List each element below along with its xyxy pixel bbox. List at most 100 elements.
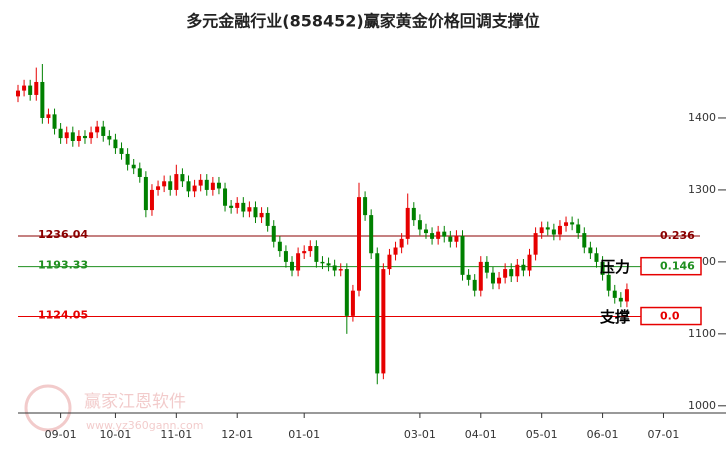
candle-body — [551, 229, 556, 235]
candle-body — [28, 85, 33, 95]
candle-body — [271, 225, 276, 242]
level-ratio-label: 0.146 — [660, 260, 695, 273]
candle-body — [125, 153, 130, 165]
candle-body — [503, 269, 508, 278]
candle-body — [417, 220, 422, 230]
candle-body — [478, 261, 483, 291]
candle-body — [369, 215, 374, 254]
candle-body — [363, 197, 368, 216]
candle-body — [296, 253, 301, 271]
candle-body — [393, 247, 398, 255]
candle-body — [308, 246, 313, 252]
candle-body — [381, 269, 386, 374]
level-ratio-label: 0.0 — [660, 310, 680, 323]
candle-body — [259, 212, 264, 218]
candle-body — [618, 297, 623, 302]
candle-body — [557, 225, 562, 235]
candle-body — [600, 261, 605, 275]
candle-body — [490, 272, 495, 284]
candle-body — [89, 132, 94, 139]
candle-body — [58, 128, 63, 139]
x-tick-label: 09-01 — [45, 428, 77, 441]
candle-body — [137, 168, 142, 177]
x-tick-label: 06-01 — [587, 428, 619, 441]
y-tick-label: 1400 — [688, 111, 716, 124]
candle-body — [101, 126, 106, 136]
candle-body — [442, 231, 447, 237]
candle-body — [119, 148, 124, 154]
candle-body — [52, 114, 57, 129]
candle-body — [235, 202, 240, 208]
candle-body — [16, 90, 20, 97]
candle-body — [606, 274, 611, 291]
candle-body — [375, 253, 380, 374]
candle-body — [95, 126, 100, 133]
level-box — [640, 306, 702, 326]
candle-body — [509, 269, 514, 277]
x-tick-label: 12-01 — [221, 428, 253, 441]
candle-body — [131, 164, 136, 169]
level-ratio-label: 0.236 — [660, 229, 695, 242]
candle-body — [576, 224, 581, 234]
candle-body — [612, 290, 617, 298]
level-value-label: 1124.05 — [38, 309, 88, 322]
candle-body — [588, 247, 593, 254]
candle-body — [515, 264, 520, 277]
candle-body — [113, 139, 118, 149]
watermark-text: 赢家江恩软件 — [84, 392, 186, 412]
x-tick-label: 01-01 — [288, 428, 320, 441]
candle-body — [229, 205, 234, 208]
candle-body — [64, 132, 69, 139]
candle-body — [539, 227, 544, 234]
candle-body — [180, 174, 185, 182]
watermark-url: www.yz360gann.com — [86, 419, 203, 432]
candle-body — [247, 207, 252, 212]
candle-body — [174, 174, 179, 190]
candle-body — [497, 277, 502, 284]
candle-body — [290, 261, 295, 271]
candle-body — [107, 135, 112, 140]
candle-body — [186, 181, 191, 192]
candle-body — [521, 264, 526, 271]
x-tick-label: 05-01 — [526, 428, 558, 441]
candle-body — [149, 189, 154, 211]
candle-body — [332, 265, 337, 271]
level-value-label: 1193.33 — [38, 259, 88, 272]
candle-body — [265, 212, 270, 226]
candle-body — [448, 236, 453, 242]
candle-body — [430, 233, 435, 239]
candle-body — [484, 261, 489, 273]
candle-body — [466, 274, 471, 280]
candle-body — [338, 269, 343, 271]
candle-body — [624, 289, 629, 302]
x-tick-label: 04-01 — [465, 428, 497, 441]
level-value-label: 1236.04 — [38, 228, 88, 241]
level-box — [640, 256, 702, 276]
candle-body — [162, 181, 167, 187]
x-tick-label: 10-01 — [99, 428, 131, 441]
candle-body — [82, 135, 87, 139]
y-tick-label: 1000 — [688, 399, 716, 412]
candle-body — [594, 253, 599, 262]
candle-body — [241, 202, 246, 212]
candle-body — [283, 251, 288, 262]
candle-body — [533, 233, 538, 255]
x-tick-label: 11-01 — [160, 428, 192, 441]
candle-body — [198, 179, 203, 186]
candle-body — [582, 233, 587, 248]
x-tick-label: 07-01 — [647, 428, 679, 441]
candle-body — [454, 235, 459, 242]
watermark: 赢家江恩软件 www.yz360gann.com — [24, 384, 203, 432]
candle-body — [210, 182, 215, 190]
candle-body — [472, 279, 477, 291]
candle-body — [302, 251, 307, 254]
candle-body — [436, 231, 441, 239]
candle-body — [570, 222, 575, 225]
candle-body — [253, 207, 258, 218]
chart-title: 多元金融行业(858452)赢家黄金价格回调支撑位 — [186, 12, 539, 31]
candle-body — [277, 241, 282, 252]
candle-body — [216, 182, 221, 189]
candle-body — [387, 254, 392, 270]
candle-body — [168, 181, 173, 190]
